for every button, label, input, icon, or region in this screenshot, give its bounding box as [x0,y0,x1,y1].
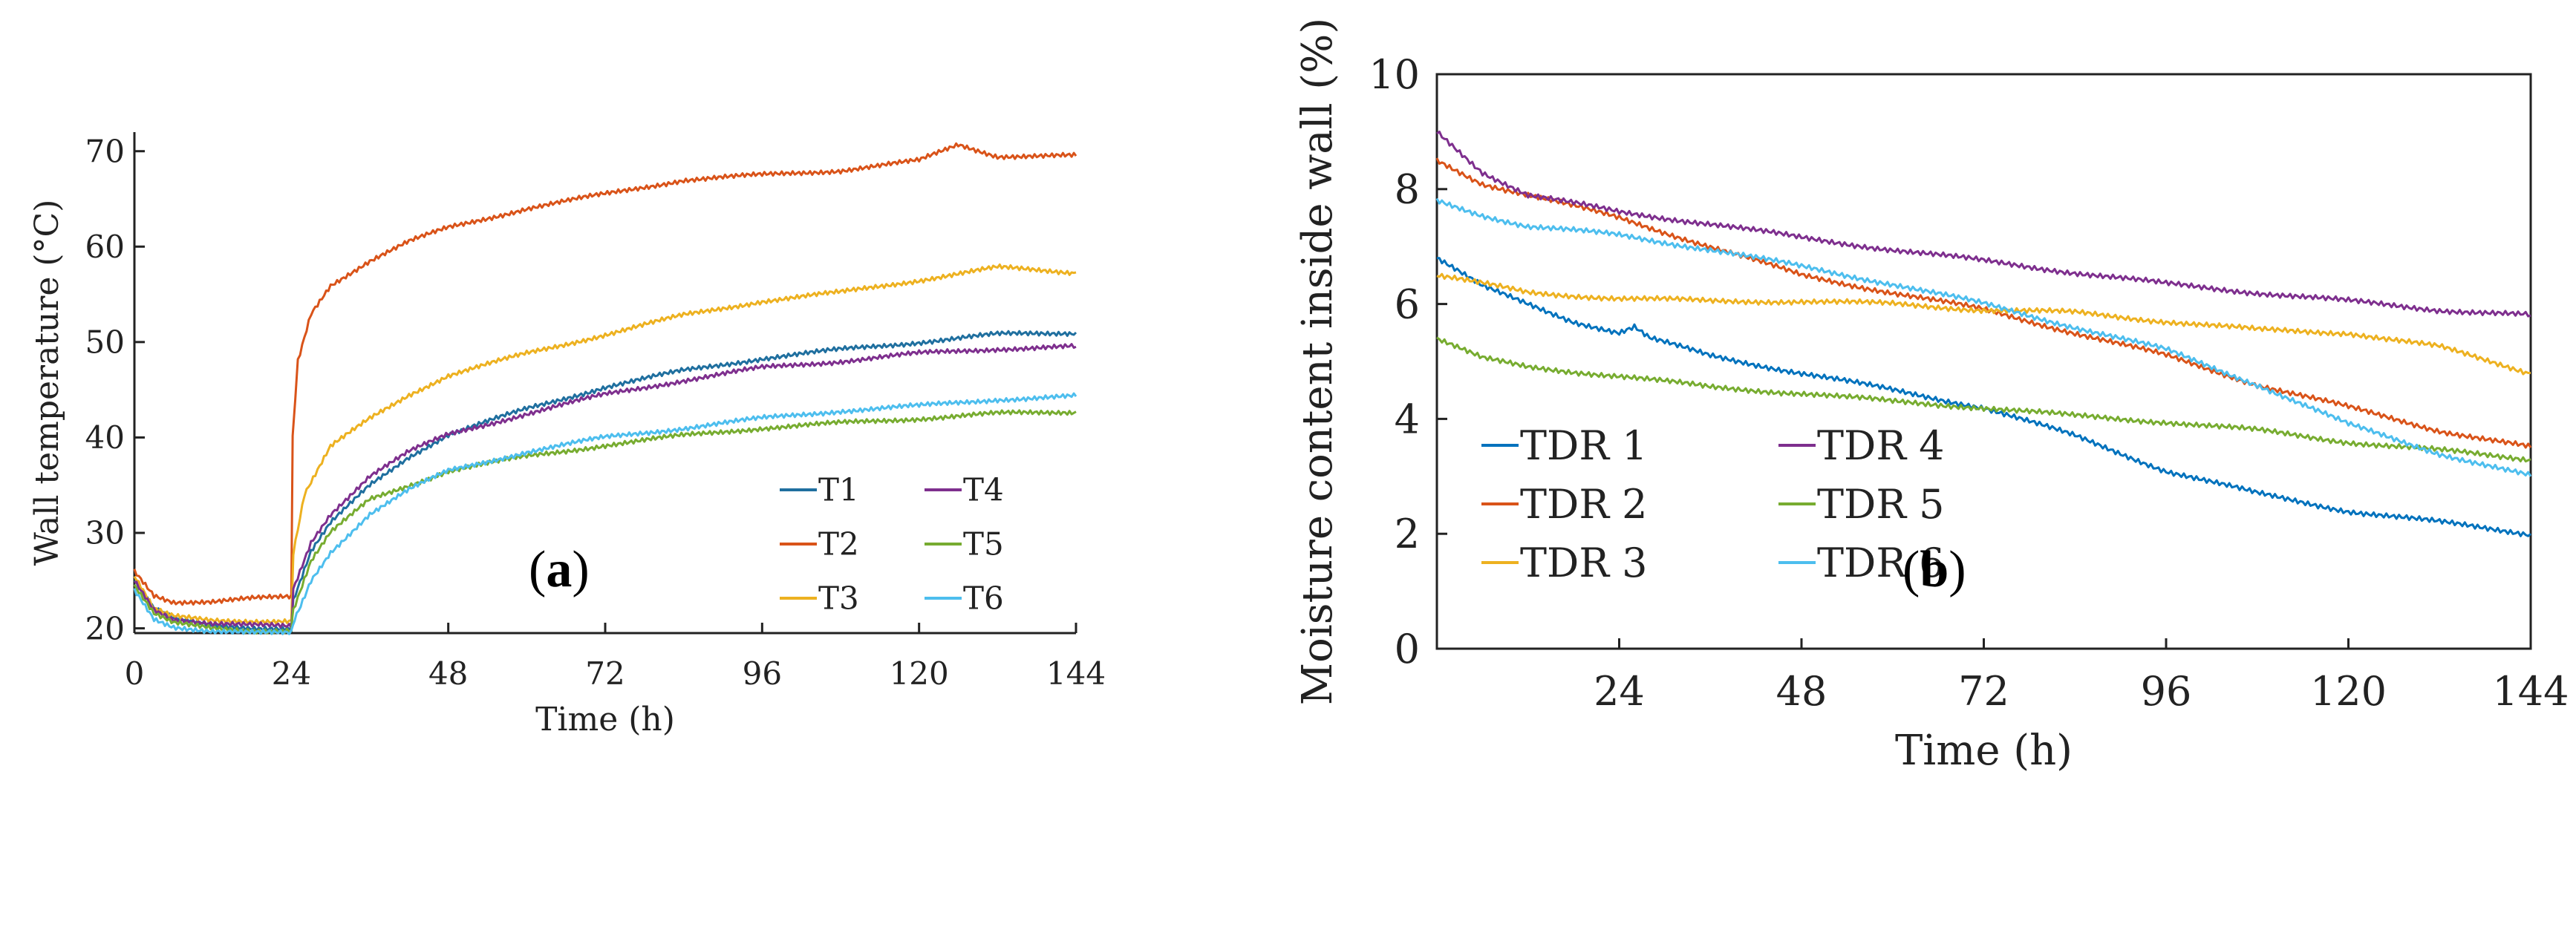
legend-label: T5 [963,526,1004,563]
chart-legend: T1 T4 T2 T5 T3 T6 [780,472,1004,617]
legend-label: TDR 3 [1520,540,1648,586]
x-axis-label: Time (h) [535,701,675,738]
legend-label: T6 [963,580,1004,617]
series-line-t1 [134,330,1077,632]
y-tick-label: 30 [85,515,125,551]
y-tick-label: 10 [1369,51,1420,98]
legend-label: TDR 4 [1817,422,1945,469]
x-tick-label: 48 [428,655,468,692]
x-tick-label: 144 [2492,668,2569,715]
y-axis-label: Moisture content inside wall (%) [1294,18,1342,705]
series-line-tdr-4 [1436,130,2531,318]
legend-label: TDR 2 [1520,481,1648,528]
x-tick-label: 24 [272,655,311,692]
panel-label-b-letter: b [1920,541,1949,598]
panel-label-b-close: ) [1949,541,1966,598]
x-tick-label: 24 [1594,668,1645,715]
panel-label-a-letter: a [546,541,573,598]
panel-label-a-close: ) [572,541,590,598]
chart-legend: TDR 1 TDR 4 TDR 2 TDR 5 TDR 3 TDR 6 [1481,422,1945,586]
y-tick-label: 8 [1395,166,1420,213]
legend-label: T3 [818,580,859,617]
legend-label: T1 [818,472,859,508]
x-tick-label: 48 [1776,668,1827,715]
legend-label: T2 [818,526,859,563]
series-line-t4 [134,343,1077,629]
x-tick-label: 144 [1046,655,1106,692]
series-line-tdr-5 [1436,336,2531,463]
legend-label: T4 [963,472,1004,508]
y-tick-label: 2 [1395,511,1420,557]
y-tick-label: 60 [85,229,125,265]
y-tick-label: 0 [1395,626,1420,672]
series-line-t2 [133,142,1077,606]
x-tick-label: 120 [2310,668,2387,715]
panel-label-a-open: ( [529,541,547,598]
x-tick-label: 96 [743,655,782,692]
series-line-t6 [133,392,1077,635]
x-axis-label: Time (h) [1895,727,2073,775]
legend-label: TDR 5 [1817,481,1945,528]
panel-label-a: (a) [529,540,590,600]
legend-label: TDR 1 [1520,422,1648,469]
x-tick-label: 72 [585,655,625,692]
chart-a: 0 24 48 72 96 120 144 20 30 40 50 60 70 Time (h) Wall … [28,132,1106,738]
x-tick-label: 120 [890,655,949,692]
series-line-tdr-6 [1435,197,2532,477]
panel-label-b: (b) [1902,540,1966,600]
x-tick-label: 0 [125,655,145,692]
legend-label: TDR 6 [1817,540,1945,586]
y-tick-label: 4 [1395,396,1420,442]
series-line-tdr-3 [1436,272,2531,376]
series-line-t5 [133,409,1077,635]
x-tick-label: 96 [2141,668,2192,715]
y-tick-label: 50 [85,324,125,361]
y-axis-label: Wall temperature (°C) [28,200,66,566]
x-tick-label: 72 [1958,668,2009,715]
y-tick-label: 20 [85,610,125,646]
series-line-t3 [133,263,1077,625]
y-tick-label: 6 [1395,281,1420,328]
y-tick-label: 40 [85,419,125,456]
panel-label-b-open: ( [1902,541,1920,598]
y-tick-label: 70 [85,133,125,169]
